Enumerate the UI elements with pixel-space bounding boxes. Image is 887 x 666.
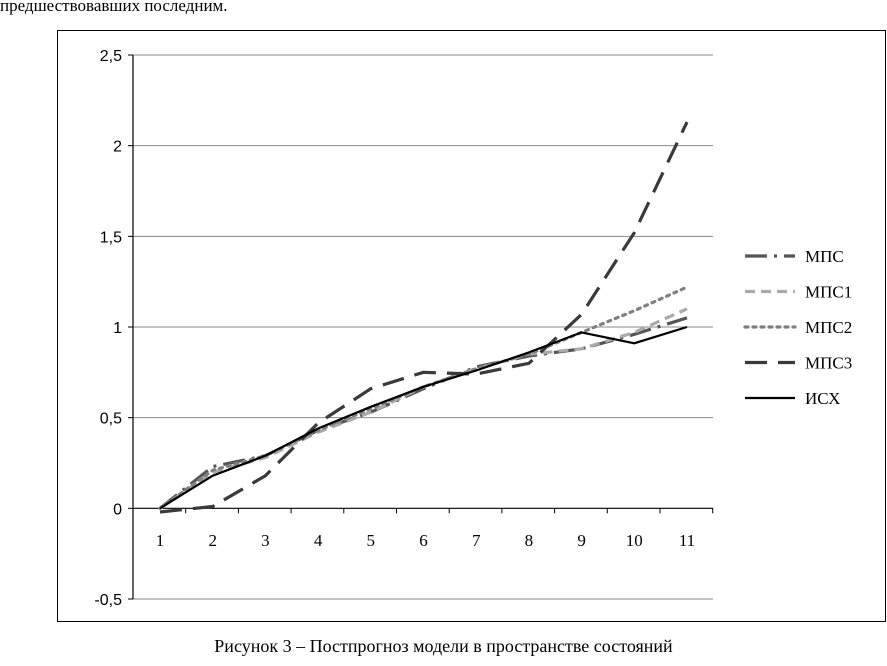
x-tick-label: 7 <box>472 531 481 550</box>
series-line-МПС <box>159 316 688 510</box>
y-tick-label: 2,5 <box>100 48 122 65</box>
x-tick-label: 1 <box>156 531 165 550</box>
legend-label: МПС3 <box>805 354 852 373</box>
x-tick-label: 11 <box>679 531 695 550</box>
y-tick-label: 0,5 <box>100 411 122 428</box>
grid-lines <box>133 54 713 600</box>
x-tick-label: 9 <box>577 531 586 550</box>
y-tick-label: 1,5 <box>100 229 122 246</box>
legend-label: МПС <box>805 247 844 266</box>
legend-label: МПС1 <box>805 283 852 302</box>
x-tick-label: 4 <box>314 531 323 550</box>
axes <box>128 54 714 600</box>
figure-caption: Рисунок 3 – Постпрогноз модели в простра… <box>214 636 673 656</box>
top-text: предшествовавших последним. <box>0 0 228 15</box>
y-tick-label: 1 <box>113 320 122 337</box>
series-lines <box>158 121 689 514</box>
x-tick-label: 10 <box>626 531 643 550</box>
series-line-МПС2 <box>158 285 689 510</box>
x-tick-label: 5 <box>367 531 376 550</box>
legend-label: ИСХ <box>805 389 840 408</box>
y-tick-label: 0 <box>113 501 122 518</box>
y-tick-label: -0,5 <box>94 592 122 609</box>
legend-label: МПС2 <box>805 318 852 337</box>
x-tick-label: 6 <box>419 531 428 550</box>
series-line-МПС3 <box>159 121 689 514</box>
legend: МПС МПС1 МПС2 МПС3 ИСХ <box>743 247 852 408</box>
x-tick-labels: 1 2 3 4 5 6 7 8 9 10 11 <box>156 531 695 550</box>
x-tick-label: 2 <box>208 531 217 550</box>
chart-frame <box>57 30 886 622</box>
series-line-ИСХ <box>159 325 688 510</box>
y-tick-labels: -0,5 0 0,5 1 1,5 2 2,5 <box>94 48 122 609</box>
x-tick-label: 8 <box>525 531 534 550</box>
y-tick-label: 2 <box>113 139 122 156</box>
x-tick-label: 3 <box>261 531 270 550</box>
